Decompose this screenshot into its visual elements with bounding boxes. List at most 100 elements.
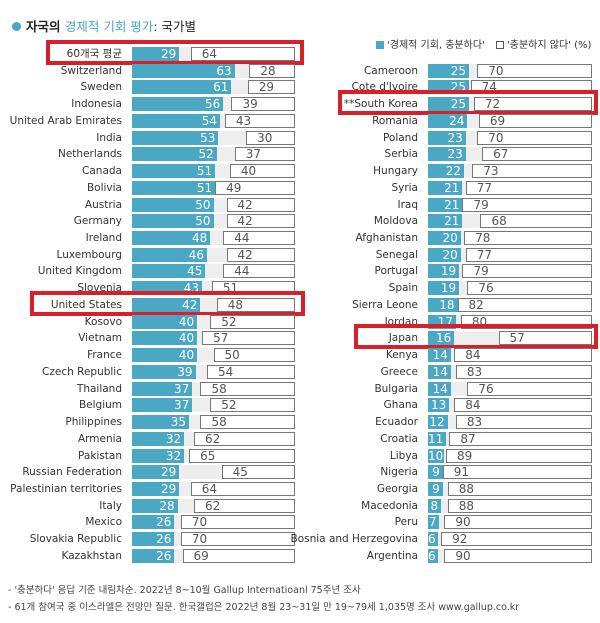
bar-sufficient: 9 — [428, 481, 443, 496]
country-label: Italy — [99, 499, 122, 512]
bar-sufficient: 22 — [428, 164, 465, 179]
bar-track: 10 89 — [428, 448, 592, 463]
bar-sufficient: 52 — [132, 147, 217, 162]
bar-insufficient: 77 — [465, 247, 592, 262]
country-label: Germany — [73, 215, 122, 228]
bar-sufficient: 53 — [132, 130, 219, 145]
bar-insufficient: 48 — [216, 297, 295, 312]
bar-insufficient: 42 — [226, 214, 295, 229]
country-label: Serbia — [384, 148, 418, 161]
bar-insufficient: 50 — [213, 348, 295, 363]
bar-sufficient: 37 — [132, 398, 193, 413]
footnotes: - '충분하다' 응답 기준 내림차순. 2022년 8~10월 Gallup … — [8, 582, 519, 616]
bar-track: 42 48 — [132, 297, 295, 312]
bar-insufficient: 52 — [210, 314, 295, 329]
bar-insufficient: 64 — [190, 47, 295, 61]
country-label: Vietnam — [78, 332, 122, 345]
bar-sufficient: 23 — [428, 147, 466, 162]
bar-sufficient: 14 — [428, 348, 451, 363]
bar-track: 28 62 — [132, 498, 295, 513]
country-label: Sweden — [80, 81, 123, 94]
bar-sufficient: 50 — [132, 214, 214, 229]
legend-unit: (%) — [574, 40, 592, 51]
bar-track: 32 62 — [132, 431, 295, 446]
bar-sufficient: 29 — [132, 465, 180, 480]
country-label: Bulgaria — [374, 382, 418, 395]
bar-track: 40 52 — [132, 314, 295, 329]
country-label: Hungary — [373, 165, 418, 178]
country-label: Bolivia — [86, 181, 122, 194]
bar-insufficient: 44 — [223, 231, 295, 246]
bar-insufficient: 42 — [226, 247, 295, 262]
bar-track: 50 42 — [132, 197, 295, 212]
country-label: Peru — [394, 516, 418, 529]
bar-insufficient: 49 — [215, 180, 295, 195]
footnote-2: - 61개 참여국 중 이스라엘은 전망만 질문. 한국갤럽은 2022년 8월… — [8, 602, 520, 613]
bar-track: 14 84 — [428, 348, 592, 363]
bar-track: 21 68 — [428, 214, 592, 229]
bar-track: 6 92 — [428, 532, 592, 547]
bar-sufficient: 63 — [132, 63, 235, 78]
bar-track: 45 44 — [132, 264, 295, 279]
country-label: Macedonia — [361, 499, 418, 512]
bar-sufficient: 20 — [428, 247, 461, 262]
bar-insufficient: 84 — [454, 398, 592, 413]
country-label: Armenia — [77, 432, 122, 445]
bar-insufficient: 73 — [472, 164, 592, 179]
country-label: Kenya — [385, 349, 418, 362]
bar-insufficient: 40 — [229, 164, 295, 179]
bar-insufficient: 37 — [234, 147, 295, 162]
country-label: Palestinian territories — [10, 482, 122, 495]
country-label: Ghana — [383, 399, 418, 412]
bar-track: 37 58 — [132, 381, 295, 396]
bar-sufficient: 6 — [428, 532, 438, 547]
bar-track: 19 76 — [428, 281, 592, 296]
bar-sufficient: 8 — [428, 498, 442, 513]
bar-track: 9 88 — [428, 481, 592, 496]
bar-insufficient: 45 — [221, 465, 295, 480]
bar-sufficient: 61 — [132, 80, 232, 95]
bar-insufficient: 62 — [193, 498, 295, 513]
country-label: Poland — [382, 131, 418, 144]
bar-sufficient: 50 — [132, 197, 214, 212]
country-label: Sierra Leone — [352, 298, 418, 311]
bar-track: 6 90 — [428, 548, 592, 563]
bar-insufficient: 58 — [200, 415, 295, 430]
bar-track: 20 77 — [428, 247, 592, 262]
bar-track: 51 49 — [132, 180, 295, 195]
bar-track: 26 69 — [132, 548, 295, 563]
bar-insufficient: 67 — [482, 147, 592, 162]
bar-insufficient: 77 — [465, 180, 592, 195]
bar-sufficient: 21 — [428, 180, 463, 195]
highlight-box — [354, 324, 598, 350]
bar-insufficient: 29 — [247, 80, 295, 95]
bar-insufficient: 57 — [202, 331, 295, 346]
bar-track: 16 57 — [428, 331, 592, 346]
country-label: Russian Federation — [22, 466, 122, 479]
country-label: Ecuador — [375, 416, 418, 429]
bar-insufficient: 79 — [462, 197, 592, 212]
bar-track: 22 73 — [428, 164, 592, 179]
legend: '경제적 기회, 충분하다' '충분하지 않다' (%) — [376, 36, 591, 51]
title-suffix: : 국가별 — [153, 19, 196, 34]
bar-sufficient: 40 — [132, 314, 198, 329]
bar-sufficient: 10 — [428, 448, 445, 463]
bar-track: 26 70 — [132, 515, 295, 530]
bar-sufficient: 24 — [428, 113, 468, 128]
country-label: Greece — [380, 365, 418, 378]
bar-sufficient: 29 — [132, 47, 180, 61]
bar-insufficient: 90 — [444, 515, 592, 530]
bar-insufficient: 92 — [441, 532, 592, 547]
bar-insufficient: 44 — [223, 264, 295, 279]
bar-sufficient: 7 — [428, 515, 440, 530]
bar-insufficient: 88 — [447, 498, 592, 513]
bar-sufficient: 16 — [428, 331, 455, 346]
bar-sufficient: 37 — [132, 381, 193, 396]
country-label: Libya — [389, 449, 418, 462]
bar-track: 40 50 — [132, 348, 295, 363]
bar-insufficient: 70 — [477, 63, 592, 78]
bar-insufficient: 30 — [246, 130, 295, 145]
bar-sufficient: 32 — [132, 448, 185, 463]
bar-track: 50 42 — [132, 214, 295, 229]
